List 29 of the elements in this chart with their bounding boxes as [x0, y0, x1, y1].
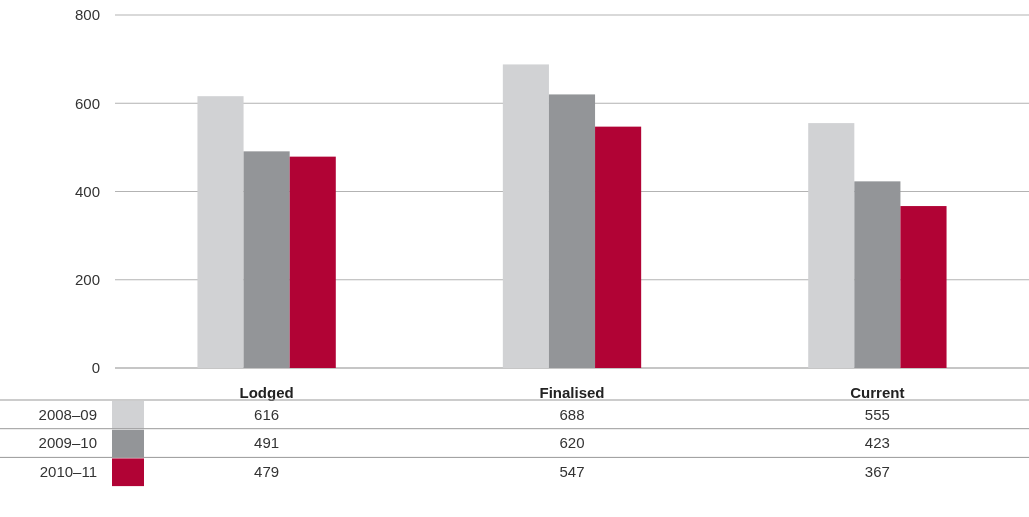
bar: [595, 126, 642, 368]
y-tick-label: 0: [91, 359, 100, 377]
y-tick-label: 800: [74, 6, 100, 24]
data-label: 688: [559, 405, 585, 423]
y-tick-label: 200: [74, 271, 100, 288]
bar: [502, 64, 549, 368]
legend-label: 2008–09: [38, 405, 97, 423]
x-tick-label: Finalised: [539, 384, 605, 401]
data-label: 555: [864, 405, 890, 423]
data-label: 423: [864, 434, 890, 452]
data-label: 547: [559, 463, 585, 480]
data-label: 491: [254, 434, 280, 452]
legend-label: 2010–11: [39, 463, 97, 480]
data-label: 616: [254, 405, 280, 423]
bar: [548, 94, 596, 368]
x-tick-label: Current: [850, 384, 905, 401]
x-tick-label: Lodged: [239, 384, 294, 401]
bar: [900, 206, 947, 368]
bar: [243, 151, 290, 368]
data-label: 367: [864, 463, 890, 480]
bar: [197, 96, 244, 368]
y-tick-label: 400: [74, 182, 100, 200]
bar: [808, 123, 855, 368]
data-label: 620: [559, 434, 585, 452]
legend-label: 2009–10: [38, 434, 97, 452]
bar: [289, 156, 336, 368]
bar: [854, 181, 901, 368]
data-label: 479: [254, 463, 280, 480]
y-tick-label: 600: [74, 94, 100, 112]
